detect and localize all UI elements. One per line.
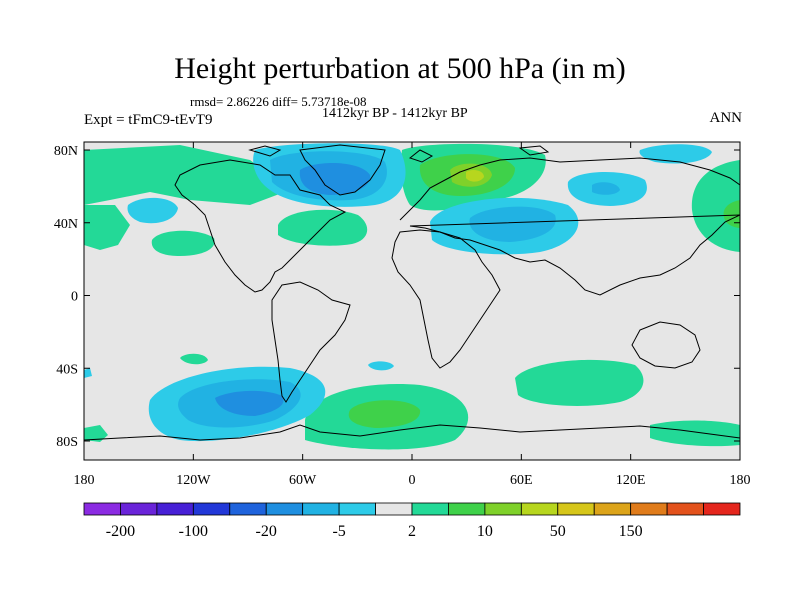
lon-tick-label: 60W [289, 473, 317, 488]
colorbar-swatch [411, 502, 449, 516]
anomaly-neg-greenland-core [299, 163, 371, 195]
lat-tick-label: 80N [54, 144, 78, 159]
anomaly-pos-south-atlantic-inner [348, 400, 421, 428]
colorbar-swatch [83, 502, 121, 516]
colorbar-swatch [557, 502, 595, 516]
colorbar-swatch [448, 502, 486, 516]
period-label: 1412kyr BP - 1412kyr BP [322, 106, 468, 121]
anomaly-pos-north-pacific [84, 145, 290, 205]
coast-south-america [271, 281, 351, 403]
lon-tick-label: 180 [730, 473, 751, 488]
lat-tick-label: 0 [71, 290, 78, 305]
anomaly-pos-north-pacific [84, 205, 130, 250]
stats-label: rmsd= 2.86226 diff= 5.73718e-08 [190, 94, 367, 109]
lon-axis: 180 120W 60W 0 60E 120E 180 [74, 142, 751, 488]
lon-tick-label: 60E [510, 473, 533, 488]
coastlines [84, 144, 740, 441]
lon-tick-label: 0 [409, 473, 416, 488]
anomaly-neg-central-asia-inner [592, 182, 620, 195]
lon-tick-label: 120W [176, 473, 211, 488]
coast-antarctica [84, 424, 740, 441]
colorbar-swatch [484, 502, 522, 516]
season-label: ANN [709, 110, 743, 126]
lat-tick-label: 40N [54, 217, 78, 232]
anomaly-pos-south-pacific [180, 353, 208, 365]
colorbar-swatch [375, 502, 413, 516]
lat-tick-label: 80S [56, 435, 78, 450]
colorbar-label: -20 [256, 523, 277, 540]
anomaly-neg-eurasia-inner [469, 206, 556, 242]
colorbar-swatch [156, 502, 194, 516]
page-title: Height perturbation at 500 hPa (in m) [174, 52, 626, 85]
lat-axis: 80N 40N 0 40S 80S [54, 144, 740, 450]
colorbar-swatch [703, 502, 741, 516]
colorbar-label: 2 [408, 523, 416, 540]
colorbar-swatch [192, 502, 231, 516]
colorbar [83, 502, 741, 516]
anomaly-pos-north-pacific-mid [151, 230, 215, 256]
coast-eurasia [399, 157, 740, 296]
anomaly-neg-west-edge [84, 368, 92, 378]
colorbar-swatch [120, 502, 158, 516]
coast-greenland [299, 144, 386, 196]
colorbar-label: -100 [179, 523, 208, 540]
coast-africa [391, 229, 501, 369]
colorbar-swatch [265, 502, 304, 516]
anomaly-neg-arctic-east [639, 144, 712, 164]
colorbar-swatch [338, 502, 376, 516]
colorbar-label: 10 [477, 523, 493, 540]
colorbar-label: 150 [619, 523, 643, 540]
colorbar-swatch [520, 502, 559, 516]
coast-australia [631, 321, 701, 369]
anomaly-pos-south-pacific-2 [84, 425, 108, 442]
colorbar-swatch [666, 502, 704, 516]
colorbar-label: -200 [106, 523, 135, 540]
colorbar-labels: -200 -100 -20 -5 2 10 50 150 [106, 523, 643, 540]
field-shading [84, 143, 740, 450]
experiment-label: Expt = tFmC9-tEvT9 [84, 112, 213, 128]
colorbar-swatch [229, 502, 267, 516]
coast-arctic-islands [248, 145, 550, 163]
coast-north-america [174, 159, 347, 293]
anomaly-pos-southern-ocean [650, 420, 740, 447]
anomaly-pos-indian-ocean [515, 359, 644, 406]
colorbar-swatch [593, 502, 632, 516]
lat-tick-label: 40S [56, 362, 78, 377]
lon-tick-label: 120E [616, 473, 646, 488]
anomaly-neg-north-pacific [127, 197, 178, 224]
lon-tick-label: 180 [74, 473, 95, 488]
anomaly-pos-europe-max [466, 169, 484, 182]
colorbar-swatch [302, 502, 340, 516]
anomaly-pos-east-asia [691, 160, 740, 252]
anomaly-neg-south-pacific-core [215, 390, 284, 416]
anomaly-neg-south-pacific-small [368, 361, 394, 371]
colorbar-label: -5 [332, 523, 345, 540]
colorbar-swatch [630, 502, 668, 516]
colorbar-label: 50 [550, 523, 566, 540]
